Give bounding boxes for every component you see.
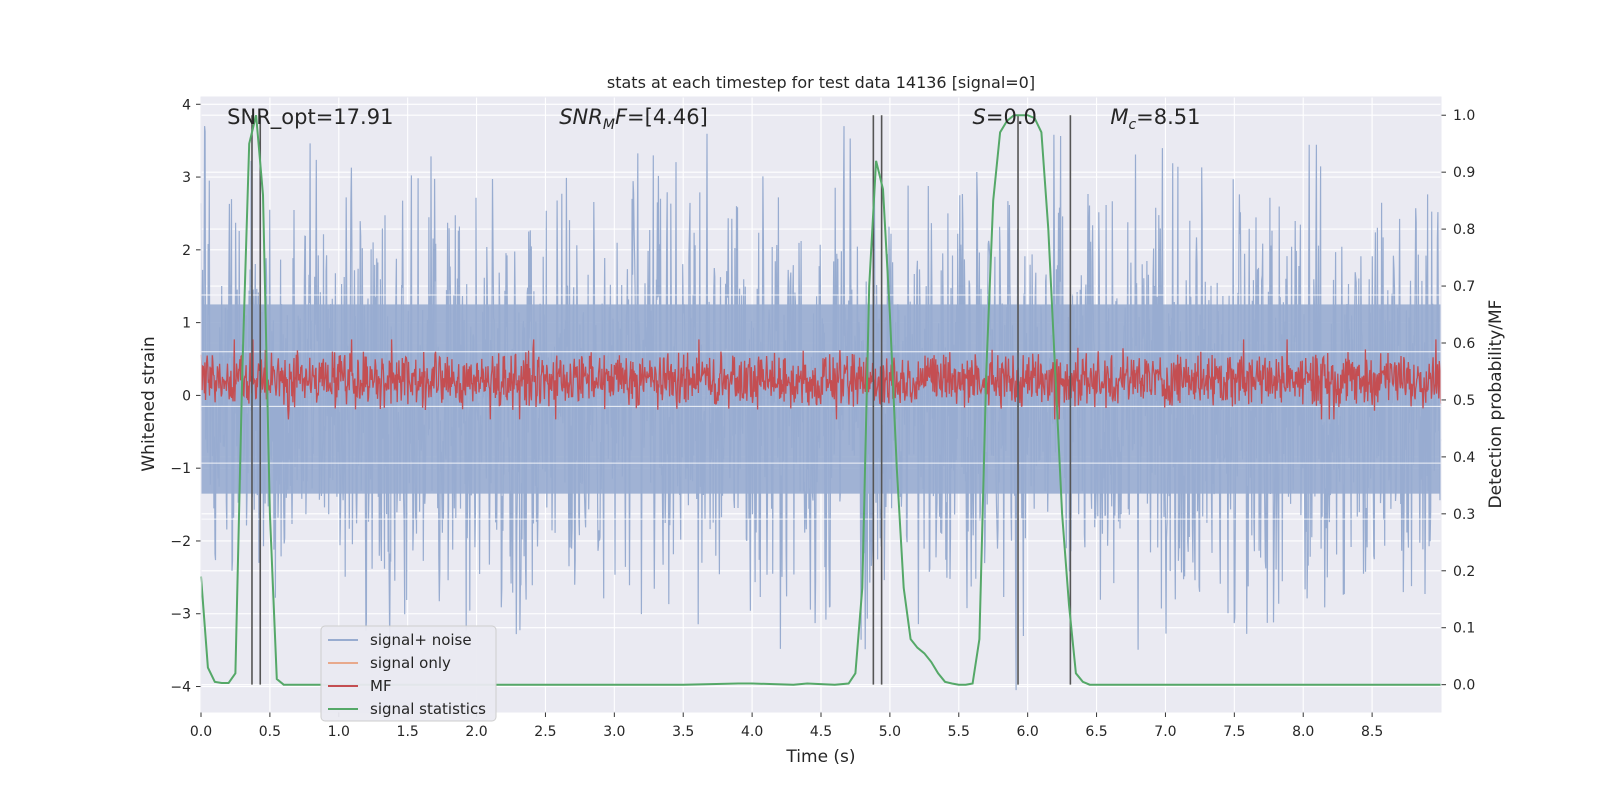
annotation-snr_mf: SNRMF=[4.46] — [559, 105, 708, 133]
legend-label: signal only — [370, 654, 451, 672]
y-tick-label: −2 — [170, 534, 191, 550]
annotation-part: =8.51 — [1136, 105, 1200, 129]
annotation-part: M — [1110, 105, 1128, 129]
annotation-part: S — [973, 105, 986, 129]
x-tick-label: 2.5 — [534, 724, 556, 740]
x-tick-label: 6.0 — [1017, 724, 1039, 740]
x-tick-label: 1.0 — [328, 724, 350, 740]
x-tick-label: 6.5 — [1085, 724, 1107, 740]
x-tick-label: 1.5 — [397, 724, 419, 740]
mf-series — [200, 339, 1442, 420]
legend-label: MF — [370, 677, 392, 695]
y-tick-label: −3 — [170, 607, 191, 623]
vertical-markers — [251, 115, 1072, 685]
legend-label: signal statistics — [370, 700, 486, 718]
x-tick-label: 7.5 — [1223, 724, 1245, 740]
annotation-part: SNR_opt=17.91 — [227, 105, 393, 130]
y2-tick-label: 0.9 — [1453, 165, 1475, 181]
annotation-snr_opt: SNR_opt=17.91 — [227, 105, 393, 130]
annotations: SNR_opt=17.91 SNRMF=[4.46] S=0.0 Mc=8.51 — [227, 105, 1200, 133]
y-tick-label: 1 — [182, 316, 191, 332]
y2-tick-label: 0.6 — [1453, 336, 1475, 352]
x-tick-label: 7.0 — [1154, 724, 1176, 740]
y2-tick-label: 0.8 — [1453, 222, 1475, 238]
annotation-part: F — [615, 105, 628, 129]
annotation-part: SNR — [559, 105, 603, 129]
y2-tick-label: 0.3 — [1453, 507, 1475, 523]
mf-line — [200, 339, 1442, 420]
x-tick-label: 2.0 — [465, 724, 487, 740]
y-tick-label: −1 — [170, 461, 191, 477]
x-tick-label: 4.0 — [741, 724, 763, 740]
annotation-part: =[4.46] — [627, 105, 708, 129]
signal-statistics-line — [200, 114, 1441, 686]
y-tick-label: 3 — [182, 170, 191, 186]
y2-tick-label: 0.2 — [1453, 564, 1475, 580]
plot-frame — [200, 96, 1442, 713]
y-tick-label: 2 — [182, 243, 191, 259]
y2-tick-label: 0.1 — [1453, 621, 1475, 637]
y2-tick-label: 0.4 — [1453, 450, 1475, 466]
x-tick-label: 8.5 — [1361, 724, 1383, 740]
x-tick-label: 0.0 — [190, 724, 212, 740]
axes: 0.0 0.5 1.0 1.5 2.0 2.5 3.0 3.5 4.0 4.5 5.0 5.5 6.0 6… — [170, 96, 1475, 740]
y-tick-label: −4 — [170, 680, 191, 696]
x-tick-label: 3.0 — [603, 724, 625, 740]
annotation-part: M — [603, 117, 615, 133]
signal-statistics-series — [200, 114, 1441, 686]
legend-box — [320, 625, 497, 722]
y-tick-label: 0 — [182, 388, 191, 404]
x-tick-label: 5.5 — [948, 724, 970, 740]
y-tick-label: 4 — [182, 97, 191, 113]
y-axis-label: Whitened strain — [139, 336, 159, 471]
y2-tick-label: 0.0 — [1453, 678, 1475, 694]
chart-title: stats at each timestep for test data 141… — [607, 73, 1035, 92]
y2-tick-label: 0.7 — [1453, 279, 1475, 295]
legend: signal+ noise signal only MF signal statist… — [320, 625, 497, 722]
x-tick-label: 4.5 — [810, 724, 832, 740]
annotation-mc_val: Mc=8.51 — [1110, 105, 1200, 133]
x-tick-label: 0.5 — [259, 724, 281, 740]
y2-tick-label: 0.5 — [1453, 393, 1475, 409]
y2-axis-label: Detection probability/MF — [1486, 300, 1506, 509]
x-tick-label: 3.5 — [672, 724, 694, 740]
y2-tick-label: 1.0 — [1453, 108, 1475, 124]
x-tick-label: 5.0 — [879, 724, 901, 740]
annotation-part: c — [1128, 117, 1136, 133]
annotation-s_val: S=0.0 — [973, 105, 1037, 129]
x-axis-label: Time (s) — [785, 747, 855, 767]
x-tick-label: 8.0 — [1292, 724, 1314, 740]
annotation-part: =0.0 — [986, 105, 1037, 129]
legend-label: signal+ noise — [370, 631, 472, 649]
